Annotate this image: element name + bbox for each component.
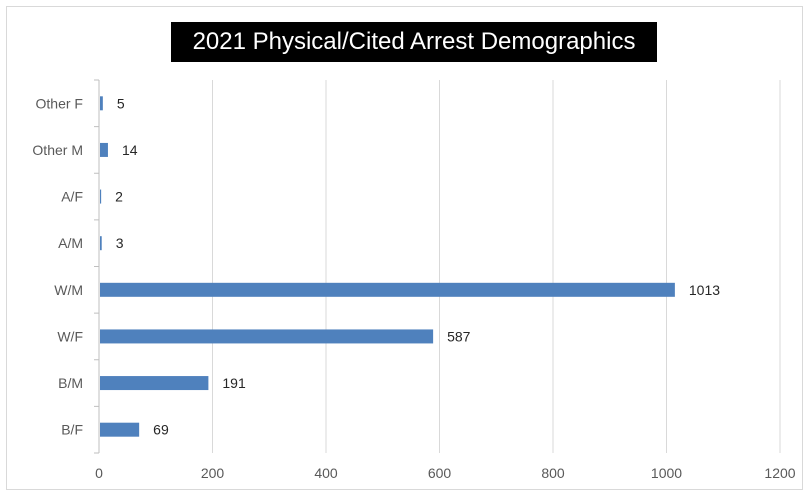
bar <box>100 282 675 297</box>
category-label: Other F <box>36 95 83 111</box>
x-tick-label: 400 <box>314 465 338 481</box>
data-label: 191 <box>222 375 246 391</box>
category-label: B/F <box>61 422 83 438</box>
bar <box>100 96 103 111</box>
data-label: 14 <box>122 142 138 158</box>
bar <box>100 142 108 157</box>
category-label: W/F <box>57 328 83 344</box>
bar <box>100 329 434 344</box>
data-label: 69 <box>153 422 169 438</box>
bar <box>100 376 209 391</box>
x-tick-label: 1000 <box>651 465 682 481</box>
category-label: A/M <box>58 235 83 251</box>
category-labels: Other F Other M A/F A/M W/M W/F B/M B/F <box>32 95 83 437</box>
category-label: Other M <box>32 142 83 158</box>
x-tick-label: 0 <box>95 465 103 481</box>
x-tick-label: 600 <box>428 465 452 481</box>
chart-title: 2021 Physical/Cited Arrest Demographics <box>171 22 657 62</box>
gridlines <box>212 80 781 453</box>
data-label: 1013 <box>689 282 720 298</box>
category-label: W/M <box>54 282 83 298</box>
x-tick-labels: 0 200 400 600 800 1000 1200 <box>95 465 796 481</box>
x-tick-label: 200 <box>201 465 225 481</box>
category-label: B/M <box>58 375 83 391</box>
data-label: 5 <box>117 95 125 111</box>
bar <box>100 189 102 204</box>
data-label: 587 <box>447 328 471 344</box>
chart-frame <box>6 6 803 490</box>
bar <box>100 422 140 437</box>
y-axis <box>94 79 100 454</box>
x-tick-label: 1200 <box>764 465 795 481</box>
data-label: 3 <box>116 235 124 251</box>
x-tick-label: 800 <box>541 465 565 481</box>
bars <box>100 96 675 437</box>
data-label: 2 <box>115 189 123 205</box>
bar <box>100 236 102 251</box>
category-label: A/F <box>61 189 83 205</box>
